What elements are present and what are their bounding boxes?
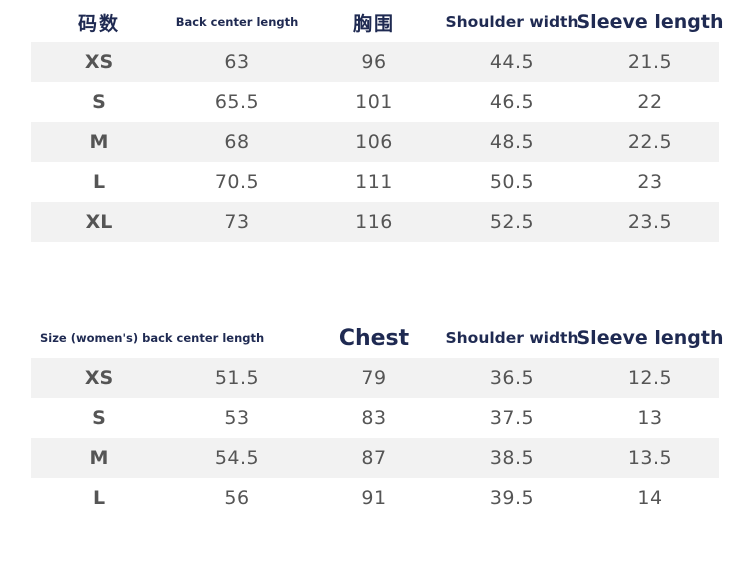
chest-cell: 116 (355, 211, 393, 233)
shoulder-cell: 46.5 (489, 91, 535, 113)
table-row: XS 63 96 44.5 21.5 (31, 42, 719, 82)
sleeve-cell: 21.5 (627, 51, 673, 73)
table-row: L 70.5 111 50.5 23 (31, 162, 719, 202)
back-length-cell: 53 (224, 407, 250, 429)
sleeve-cell: 13 (637, 407, 663, 429)
header-shoulder-width: Shoulder width (445, 329, 579, 347)
size-cell: L (92, 487, 106, 509)
chest-cell: 101 (355, 91, 393, 113)
sleeve-cell: 22 (637, 91, 663, 113)
chest-cell: 106 (355, 131, 393, 153)
back-length-cell: 65.5 (214, 91, 260, 113)
chest-cell: 111 (355, 171, 393, 193)
size-cell: XS (84, 367, 114, 389)
chest-cell: 79 (361, 367, 387, 389)
table-row: M 54.5 87 38.5 13.5 (31, 438, 719, 478)
header-chest: 胸围 (352, 12, 395, 35)
size-chart-table-2: Size (women's) back center length Chest … (31, 318, 724, 518)
chest-cell: 91 (361, 487, 387, 509)
header-sleeve-length: Sleeve length (576, 327, 724, 349)
shoulder-cell: 44.5 (489, 51, 535, 73)
size-chart-table-1: 码数 Back center length 胸围 Shoulder width … (31, 2, 724, 242)
back-length-cell: 54.5 (214, 447, 260, 469)
table-row: L 56 91 39.5 14 (31, 478, 719, 518)
table-row: XS 51.5 79 36.5 12.5 (31, 358, 719, 398)
back-length-cell: 56 (224, 487, 250, 509)
header-back-center-length: Back center length (175, 15, 299, 29)
size-cell: S (92, 407, 106, 429)
table-row: S 65.5 101 46.5 22 (31, 82, 719, 122)
table-header-row: Size (women's) back center length Chest … (31, 318, 724, 358)
size-cell: XS (84, 51, 114, 73)
sleeve-cell: 22.5 (627, 131, 673, 153)
shoulder-cell: 39.5 (489, 487, 535, 509)
size-cell: M (89, 131, 109, 153)
sleeve-cell: 12.5 (627, 367, 673, 389)
table-row: XL 73 116 52.5 23.5 (31, 202, 719, 242)
size-cell: L (92, 171, 106, 193)
chest-cell: 87 (361, 447, 387, 469)
header-chest: Chest (338, 325, 410, 351)
header-sleeve-length: Sleeve length (576, 11, 724, 33)
shoulder-cell: 36.5 (489, 367, 535, 389)
size-cell: S (92, 91, 106, 113)
header-size-back-center-length: Size (women's) back center length (40, 331, 265, 345)
table-row: M 68 106 48.5 22.5 (31, 122, 719, 162)
table-row: S 53 83 37.5 13 (31, 398, 719, 438)
chest-cell: 83 (361, 407, 387, 429)
back-length-cell: 70.5 (214, 171, 260, 193)
size-cell: XL (85, 211, 113, 233)
header-shoulder-width: Shoulder width (445, 13, 579, 31)
back-length-cell: 63 (224, 51, 250, 73)
shoulder-cell: 50.5 (489, 171, 535, 193)
shoulder-cell: 48.5 (489, 131, 535, 153)
back-length-cell: 68 (224, 131, 250, 153)
shoulder-cell: 52.5 (489, 211, 535, 233)
table-header-row: 码数 Back center length 胸围 Shoulder width … (31, 2, 724, 42)
shoulder-cell: 38.5 (489, 447, 535, 469)
header-size: 码数 (77, 12, 120, 35)
chest-cell: 96 (361, 51, 387, 73)
back-length-cell: 51.5 (214, 367, 260, 389)
sleeve-cell: 23.5 (627, 211, 673, 233)
sleeve-cell: 23 (637, 171, 663, 193)
sleeve-cell: 14 (637, 487, 663, 509)
size-cell: M (89, 447, 109, 469)
shoulder-cell: 37.5 (489, 407, 535, 429)
back-length-cell: 73 (224, 211, 250, 233)
sleeve-cell: 13.5 (627, 447, 673, 469)
